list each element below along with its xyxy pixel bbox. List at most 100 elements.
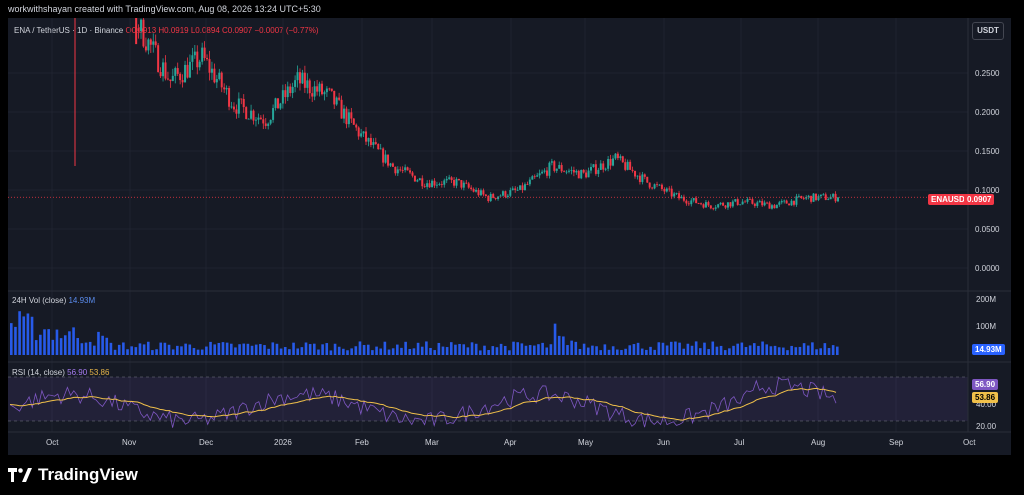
- candle-body: [516, 189, 519, 191]
- volume-bar: [744, 347, 748, 355]
- volume-title[interactable]: 24H Vol (close): [12, 296, 67, 305]
- candle-body: [741, 201, 744, 205]
- volume-bar: [146, 341, 150, 355]
- volume-bar: [408, 348, 412, 355]
- candle-body: [433, 180, 436, 186]
- volume-bar: [138, 343, 142, 355]
- candle-body: [753, 203, 756, 206]
- volume-bar: [358, 341, 362, 355]
- volume-bar: [798, 346, 802, 355]
- candle-body: [717, 204, 720, 208]
- candle-body: [465, 182, 468, 184]
- volume-bar: [10, 323, 13, 355]
- candle-body: [171, 75, 174, 82]
- volume-bar: [366, 344, 370, 355]
- price-tick: 0.2000: [975, 108, 1000, 117]
- volume-bar: [707, 349, 710, 355]
- candle-body: [570, 169, 573, 171]
- rsi-title[interactable]: RSI (14, close): [12, 368, 65, 377]
- currency-button[interactable]: USDT: [972, 22, 1004, 40]
- candle-body: [778, 202, 781, 205]
- candle-body: [237, 98, 240, 114]
- candle-body: [382, 148, 385, 163]
- volume-bar: [586, 347, 590, 355]
- candle-body: [377, 144, 380, 150]
- price-tick: 0.2500: [975, 69, 1000, 78]
- candle-body: [281, 90, 284, 104]
- candle-body: [653, 184, 656, 189]
- volume-bar: [130, 346, 133, 355]
- candle-body: [567, 170, 570, 172]
- volume-bar: [458, 343, 461, 355]
- volume-bar: [371, 350, 374, 355]
- candle-body: [719, 202, 722, 205]
- candle-body: [274, 98, 277, 109]
- candle-body: [191, 55, 194, 62]
- volume-bar: [51, 339, 55, 355]
- volume-bar: [93, 345, 96, 355]
- candle-body: [797, 195, 800, 197]
- candle-body: [164, 62, 167, 79]
- candle-body: [389, 163, 392, 166]
- candle-body: [724, 205, 727, 208]
- price-tick: 0.0000: [975, 264, 1000, 273]
- time-tick: Oct: [963, 438, 976, 447]
- candle-body: [643, 174, 646, 177]
- ohlc-values: O0.0913 H0.0919 L0.0894 C0.0907 −0.0007 …: [125, 26, 319, 35]
- candle-body: [250, 110, 253, 119]
- candle-body: [416, 180, 419, 182]
- candle-body: [641, 174, 644, 183]
- candle-body: [729, 202, 732, 207]
- volume-bar: [109, 342, 113, 355]
- volume-bar: [362, 345, 366, 355]
- candle-body: [514, 188, 517, 191]
- candle-body: [232, 106, 235, 110]
- candle-body: [409, 170, 412, 173]
- candle-body: [404, 167, 407, 171]
- volume-bar: [790, 345, 793, 355]
- volume-bar: [242, 343, 246, 355]
- volume-bar: [773, 345, 777, 355]
- candle-body: [289, 86, 292, 94]
- candle-body: [812, 193, 815, 202]
- volume-bar: [396, 344, 399, 355]
- volume-bar: [474, 343, 478, 355]
- candle-body: [678, 193, 681, 199]
- volume-bar: [55, 329, 59, 355]
- candle-body: [563, 171, 566, 173]
- candle-body: [181, 80, 184, 83]
- candle-body: [668, 188, 671, 190]
- candle-body: [421, 178, 424, 187]
- candle-body: [223, 87, 226, 90]
- credit-line: workwithshayan created with TradingView.…: [8, 4, 321, 14]
- rsi-signal-tag: 53.86: [972, 392, 999, 403]
- candle-body: [137, 28, 140, 32]
- rsi-tag: 56.90: [972, 379, 999, 390]
- candle-body: [352, 118, 355, 125]
- candle-body: [203, 47, 206, 58]
- volume-bar: [566, 345, 569, 355]
- candle-body: [604, 168, 607, 170]
- candle-body: [286, 86, 289, 98]
- candle-body: [575, 170, 578, 173]
- candle-body: [819, 194, 822, 197]
- volume-bar: [176, 345, 179, 355]
- rsi-signal-line: [9, 387, 837, 421]
- rsi-legend: RSI (14, close) 56.90 53.86: [12, 368, 109, 377]
- volume-bar: [63, 335, 67, 355]
- volume-bar: [694, 341, 698, 355]
- tradingview-logo[interactable]: TradingView: [8, 465, 138, 485]
- volume-bar: [105, 337, 109, 355]
- candle-body: [423, 186, 426, 188]
- candle-body: [597, 169, 600, 174]
- time-tick: May: [578, 438, 594, 447]
- volume-bar: [491, 346, 495, 355]
- symbol-name[interactable]: ENA / TetherUS · 1D · Binance: [14, 26, 124, 35]
- candle-body: [651, 187, 654, 189]
- candle-body: [550, 161, 553, 163]
- volume-bar: [761, 341, 764, 355]
- volume-bar: [553, 323, 557, 355]
- volume-bar: [732, 345, 735, 355]
